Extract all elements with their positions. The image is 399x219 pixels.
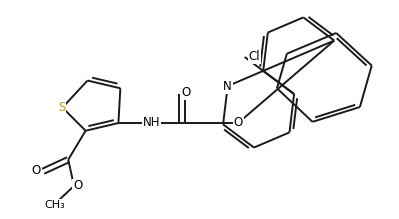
Text: N: N — [223, 79, 232, 93]
Text: S: S — [58, 101, 65, 114]
Text: O: O — [233, 116, 243, 129]
Text: O: O — [32, 164, 41, 177]
Text: NH: NH — [142, 116, 160, 129]
Text: CH₃: CH₃ — [44, 200, 65, 210]
Text: Cl: Cl — [249, 51, 260, 64]
Text: O: O — [182, 86, 191, 99]
Text: O: O — [73, 179, 83, 193]
